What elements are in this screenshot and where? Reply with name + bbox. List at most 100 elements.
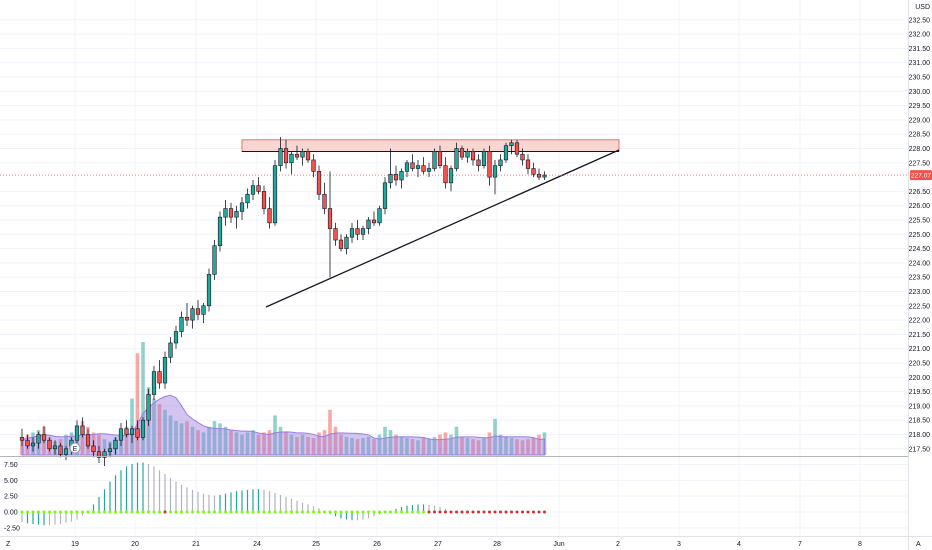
volume-bar <box>410 439 415 455</box>
earnings-marker[interactable]: E <box>69 442 81 454</box>
oscillator-axis[interactable]: 7.50 5.00 2.50 0.00 -2.50 <box>4 462 20 532</box>
price-tick-label: 232.50 <box>909 17 931 24</box>
time-tick-label: 20 <box>131 541 139 548</box>
volume-bar <box>449 434 453 455</box>
volume-bar <box>482 438 486 455</box>
volume-bar <box>421 438 426 455</box>
volume-bar <box>438 434 442 455</box>
oscillator-tick-label: 2.50 <box>4 494 18 501</box>
signal-dot <box>372 510 376 514</box>
time-tick-label: 25 <box>312 541 320 548</box>
candle-body <box>261 191 267 209</box>
signal-dot <box>356 510 359 514</box>
volume-bar <box>350 438 354 455</box>
volume-bar <box>289 434 294 455</box>
volume-bar <box>333 426 338 455</box>
resistance-zone[interactable] <box>241 139 620 152</box>
price-tick-label: 229.00 <box>909 117 931 124</box>
candle-body <box>366 219 371 229</box>
candle-body <box>498 159 503 166</box>
candle-body <box>157 371 162 384</box>
candle-body <box>432 151 437 169</box>
ascending-trendline[interactable] <box>265 149 620 308</box>
volume-bar <box>311 438 316 455</box>
candle-body <box>223 208 228 218</box>
signal-dot <box>64 510 68 514</box>
timezone-toggle-z[interactable]: Z <box>6 541 11 548</box>
signal-dot <box>152 510 156 514</box>
volume-bar <box>322 430 327 455</box>
candle-body <box>481 151 487 166</box>
candle-body <box>349 228 355 238</box>
time-axis[interactable]: 19 20 21 24 25 26 27 28 Jun 2 3 4 7 8 <box>71 541 862 548</box>
candle-body <box>41 434 47 441</box>
candle-body <box>19 437 25 441</box>
candle-body <box>454 148 459 169</box>
signal-dot <box>306 510 310 514</box>
volume-bar <box>427 439 431 455</box>
candle-body <box>146 394 151 421</box>
volume-bar <box>174 421 178 455</box>
time-tick-label: 24 <box>253 541 261 548</box>
candle-body <box>371 219 377 224</box>
signal-dot <box>471 510 475 514</box>
signal-dot <box>378 510 381 514</box>
volume-bar <box>317 432 321 455</box>
volume-bar <box>157 404 162 455</box>
volume-bar <box>460 436 464 455</box>
candle-body <box>118 428 124 441</box>
signal-dot <box>108 510 112 514</box>
signal-dot <box>70 510 73 514</box>
signal-dot <box>455 510 458 514</box>
candle-body <box>283 148 289 164</box>
price-tick-label: 219.50 <box>909 389 931 396</box>
oscillator-tick-label: 0.00 <box>4 510 18 517</box>
signal-dot <box>37 510 40 514</box>
signal-dot <box>75 510 79 514</box>
candle-body <box>382 182 388 209</box>
price-tick-label: 221.00 <box>909 346 931 353</box>
volume-bar <box>493 418 497 455</box>
signal-dot <box>532 510 535 514</box>
volume-bar <box>163 409 167 455</box>
signal-dot <box>103 510 106 514</box>
time-tick-label: 21 <box>192 541 200 548</box>
time-tick-label: 3 <box>677 541 681 548</box>
signal-dot <box>345 510 348 514</box>
volume-bar <box>207 426 211 455</box>
price-tick-label: 222.50 <box>909 303 931 310</box>
price-tick-label: 226.50 <box>909 189 931 196</box>
candle-body <box>63 448 69 455</box>
volume-moving-average <box>21 394 545 456</box>
signal-dot <box>394 510 398 514</box>
signal-dot <box>229 510 233 514</box>
volume-bar <box>80 421 85 455</box>
price-axis[interactable]: 232.50 232.00 231.50 231.00 230.50 230.00 229.… <box>909 17 931 453</box>
signal-dot <box>42 510 46 514</box>
signal-dot <box>196 510 200 514</box>
time-tick-label: 28 <box>493 541 501 548</box>
candle-body <box>228 208 234 218</box>
volume-bar <box>267 430 272 455</box>
volume-bar <box>135 353 140 455</box>
price-tick-label: 228.00 <box>909 146 931 153</box>
auto-scale-toggle-a[interactable]: A <box>916 541 921 548</box>
oscillator-signal-dots <box>20 510 546 514</box>
price-tick-label: 231.50 <box>909 46 931 53</box>
signal-dot <box>295 510 299 514</box>
volume-bar <box>102 439 107 455</box>
price-tick-label: 225.00 <box>909 232 931 239</box>
volume-bar <box>240 434 244 455</box>
candle-body <box>344 236 349 249</box>
candle-body <box>421 165 426 172</box>
candle-body <box>168 342 173 358</box>
candle-body <box>135 428 140 438</box>
volume-bar <box>196 430 200 455</box>
signal-dot <box>526 510 530 514</box>
price-tick-label: 231.00 <box>909 60 931 67</box>
volume-bar <box>432 436 437 455</box>
price-tick-label: 219.00 <box>909 403 931 410</box>
candle-body <box>327 208 333 229</box>
candle-body <box>520 153 525 161</box>
